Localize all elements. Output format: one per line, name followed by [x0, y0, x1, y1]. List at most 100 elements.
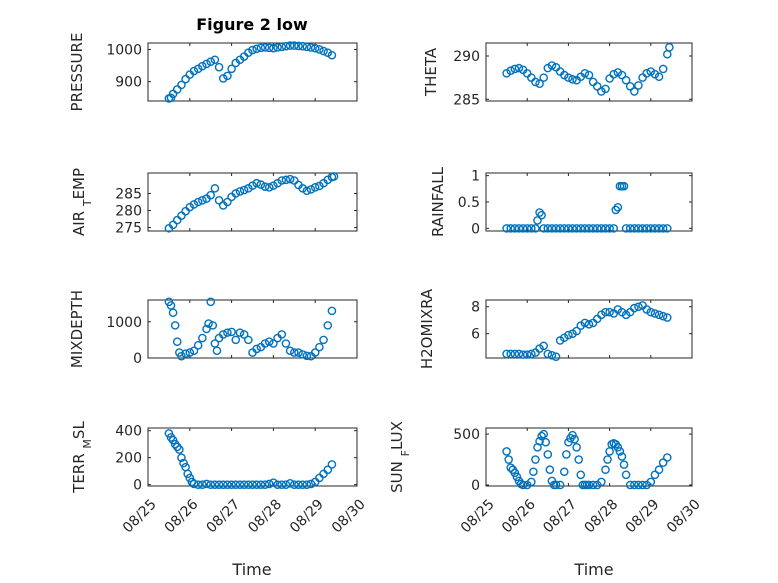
data-point	[310, 183, 320, 192]
data-point	[212, 346, 222, 356]
data-point	[210, 480, 220, 489]
data-point	[235, 187, 245, 196]
data-point	[285, 479, 295, 488]
data-point	[539, 224, 548, 233]
data-point	[576, 224, 586, 233]
data-point	[306, 43, 316, 52]
ylabel-pressure: PRESSURE	[68, 33, 86, 112]
subplot-mixdepth: 0 1000 MIXDEPTH	[68, 290, 358, 368]
subplot-theta: 285 290 THETA	[422, 42, 693, 108]
data-point	[547, 61, 557, 70]
data-point	[621, 224, 631, 233]
data-point	[527, 477, 536, 487]
x-tick-label: 08/26	[162, 496, 202, 536]
data-point	[613, 443, 623, 452]
xlabel-time-left: Time	[231, 560, 271, 579]
data-point	[323, 321, 333, 330]
data-point	[615, 447, 625, 456]
y-tick-label: 0	[133, 478, 142, 494]
data-point	[510, 224, 520, 233]
data-point	[294, 348, 303, 357]
data-point	[527, 224, 536, 233]
data-point	[256, 43, 266, 53]
data-point	[630, 303, 639, 313]
data-point	[537, 431, 546, 441]
xlabel-time-right: Time	[573, 560, 613, 579]
data-point	[634, 224, 643, 233]
data-point	[298, 41, 307, 51]
data-point	[327, 460, 337, 469]
data-point	[231, 189, 241, 198]
subplot-pressure: 900 1000 PRESSURE	[68, 33, 358, 112]
data-point	[529, 467, 538, 477]
data-point	[654, 72, 664, 82]
y-tick-label: 400	[115, 424, 142, 440]
data-point	[206, 190, 215, 200]
data-point	[256, 180, 266, 189]
data-point	[252, 178, 261, 188]
data-point	[518, 480, 528, 490]
y-tick-label: 1000	[106, 315, 142, 331]
data-point	[294, 41, 303, 51]
ylabel-theta: THETA	[422, 47, 440, 97]
data-point	[327, 306, 337, 316]
data-point	[568, 75, 577, 84]
data-point	[551, 480, 561, 490]
data-point	[543, 349, 553, 359]
data-point	[506, 463, 516, 472]
ylabel-subscript: M	[81, 439, 94, 449]
ylabel-rest: EMP	[70, 168, 88, 199]
data-point	[235, 328, 245, 337]
ylabel-sun-flux-text: SUN	[388, 461, 406, 493]
data-point	[662, 313, 672, 322]
data-point	[260, 480, 270, 489]
ylabel-subscript: F	[399, 450, 412, 456]
data-point	[535, 79, 544, 88]
data-point	[269, 43, 278, 53]
x-tick-label: 08/28	[245, 496, 285, 536]
y-tick-label: 6	[471, 327, 480, 343]
data-point	[277, 42, 287, 52]
data-point	[181, 349, 190, 358]
data-point	[662, 224, 672, 233]
data-point	[248, 480, 257, 489]
y-tick-label: 285	[115, 186, 142, 202]
axes-frame-h2omixra	[485, 299, 693, 359]
x-tick-label: 08/25	[120, 496, 160, 536]
data-point	[502, 349, 511, 359]
data-point	[235, 480, 245, 489]
data-point	[514, 63, 524, 73]
data-point	[285, 174, 295, 184]
data-point	[580, 224, 590, 233]
data-point	[285, 346, 295, 356]
data-point	[252, 480, 261, 489]
data-point	[572, 443, 581, 452]
data-point	[527, 349, 536, 359]
data-point	[551, 352, 561, 361]
data-point	[315, 45, 324, 54]
data-point	[601, 307, 610, 317]
data-point	[310, 43, 320, 53]
data-point	[252, 344, 261, 354]
x-tick-label: 08/26	[499, 496, 539, 536]
data-point	[510, 64, 520, 74]
data-point	[559, 224, 569, 233]
ylabel-h2omixra: H2OMIXRA	[418, 288, 436, 369]
y-tick-label: 8	[471, 300, 480, 316]
data-point	[227, 480, 236, 489]
x-tick-label: 08/28	[581, 496, 621, 536]
data-point	[547, 224, 557, 233]
data-point	[601, 84, 610, 94]
data-point	[621, 75, 631, 85]
data-point	[654, 224, 664, 233]
data-point	[269, 181, 278, 190]
data-point	[625, 480, 635, 490]
data-point	[642, 224, 651, 233]
y-tick-label: 0	[471, 221, 480, 237]
data-point	[654, 310, 664, 320]
data-point	[522, 224, 532, 233]
data-point	[252, 44, 261, 54]
data-point	[564, 224, 573, 233]
data-point	[223, 197, 232, 207]
